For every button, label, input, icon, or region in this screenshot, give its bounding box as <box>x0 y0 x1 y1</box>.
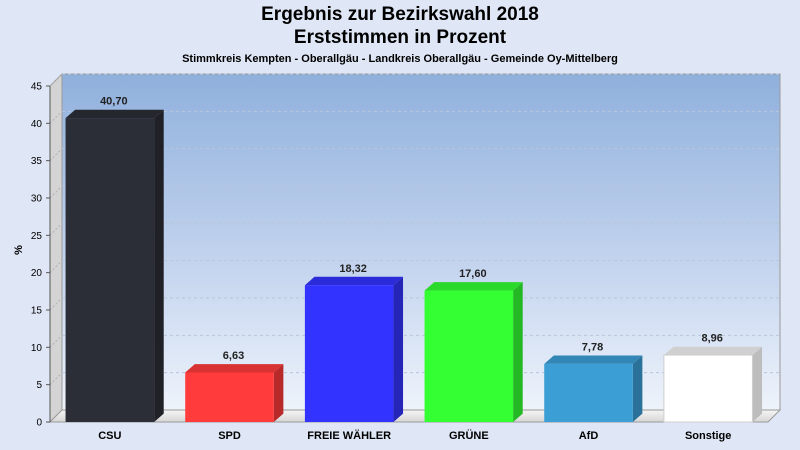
bar-top <box>185 364 284 373</box>
gridline-side <box>49 334 63 348</box>
bar-top <box>663 346 763 356</box>
value-label: 18,32 <box>339 263 367 275</box>
y-tick-label: 45 <box>31 82 43 93</box>
y-tick-label: 0 <box>36 418 42 429</box>
y-tick-label: 15 <box>31 306 43 317</box>
value-label: 17,60 <box>459 268 487 280</box>
bars <box>65 109 763 423</box>
gridline-side <box>49 110 63 124</box>
category-label: SPD <box>218 430 241 442</box>
bar-top <box>65 109 164 119</box>
category-label: CSU <box>98 430 121 442</box>
bar-grüne <box>424 282 523 422</box>
bar-front <box>544 363 633 422</box>
gridline-side <box>49 297 63 311</box>
category-label: GRÜNE <box>449 429 489 442</box>
value-label: 7,78 <box>582 342 603 354</box>
bar-side <box>632 355 643 422</box>
bar-afd <box>544 355 643 422</box>
chart-title: Ergebnis zur Bezirkswahl 2018 Erststimme… <box>0 3 800 49</box>
plot-back-wall <box>61 73 781 411</box>
bar-side <box>752 346 763 422</box>
bar-spd <box>185 364 284 422</box>
y-tick-label: 25 <box>31 231 43 242</box>
bar-front <box>424 290 514 422</box>
bar-side <box>273 364 284 422</box>
gridline-side <box>49 73 63 87</box>
y-tick-label: 35 <box>31 156 43 167</box>
bar-front <box>185 372 274 422</box>
bar-front <box>663 354 753 423</box>
gridline-side <box>49 260 63 274</box>
y-axis-title: % <box>13 245 25 255</box>
gridline-side <box>49 222 63 236</box>
bar-freie-wähler <box>304 276 404 422</box>
bar-csu <box>65 109 164 423</box>
bar-sonstige <box>663 346 763 423</box>
y-tick-label: 10 <box>31 343 43 354</box>
category-label: Sonstige <box>685 430 731 442</box>
gridline-side <box>49 372 63 386</box>
category-label: FREIE WÄHLER <box>307 429 391 442</box>
value-label: 8,96 <box>701 333 722 345</box>
chart-title-line-1: Ergebnis zur Bezirkswahl 2018 <box>261 4 539 25</box>
value-label: 40,70 <box>100 96 128 108</box>
category-label: AfD <box>579 430 599 442</box>
y-tick-label: 5 <box>36 380 42 391</box>
gridline-side <box>49 148 63 162</box>
chart-title-line-2: Erststimmen in Prozent <box>293 27 507 48</box>
gridline-side <box>49 185 63 199</box>
chart-subtitle: Stimmkreis Kempten - Oberallgäu - Landkr… <box>182 53 618 65</box>
bar-top <box>304 276 404 286</box>
bar-front <box>65 118 155 423</box>
y-tick-label: 40 <box>31 119 43 130</box>
value-label: 6,63 <box>223 350 244 362</box>
bar-side <box>513 282 523 422</box>
bar-top <box>424 282 523 291</box>
y-tick-label: 30 <box>31 194 43 205</box>
bar-side <box>393 276 404 422</box>
bar-front <box>304 285 394 422</box>
labels: 40,70 CSU 6,63 SPD 18,32 FREIE WÄHLER 17,60 GRÜ… <box>98 96 731 442</box>
bar-top <box>544 355 643 364</box>
y-axis: 0 5 10 15 20 25 30 35 40 45% <box>13 82 51 429</box>
y-tick-label: 20 <box>31 268 43 279</box>
plot-left-wall <box>49 72 63 424</box>
bar-side <box>154 109 164 422</box>
gridlines <box>49 73 780 386</box>
